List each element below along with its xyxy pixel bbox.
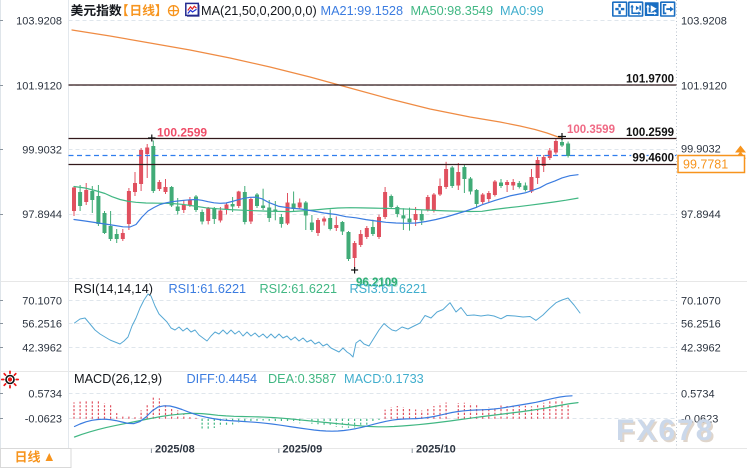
svg-text:RSI(14,14,14): RSI(14,14,14) <box>74 282 153 296</box>
svg-text:103.9208: 103.9208 <box>681 16 727 28</box>
svg-text:-0.0623: -0.0623 <box>25 414 62 426</box>
svg-text:56.2516: 56.2516 <box>681 319 721 331</box>
svg-text:2025/10: 2025/10 <box>416 444 456 456</box>
svg-text:70.1070: 70.1070 <box>22 296 62 308</box>
svg-text:DIFF:0.4454: DIFF:0.4454 <box>187 372 258 386</box>
svg-text:99.9032: 99.9032 <box>681 144 721 156</box>
svg-text:0.5734: 0.5734 <box>28 389 62 401</box>
svg-text:70.1070: 70.1070 <box>681 296 721 308</box>
svg-text:101.9120: 101.9120 <box>16 81 62 93</box>
svg-text:97.8944: 97.8944 <box>681 209 721 221</box>
svg-text:FX678: FX678 <box>616 414 714 447</box>
svg-text:MA21:99.1528: MA21:99.1528 <box>321 4 404 18</box>
svg-text:100.2599: 100.2599 <box>157 126 207 140</box>
svg-text:MA(21,50,0,200,0,0): MA(21,50,0,200,0,0) <box>201 4 317 18</box>
svg-text:0.5734: 0.5734 <box>681 389 715 401</box>
svg-text:101.9700: 101.9700 <box>626 74 674 86</box>
svg-text:MACD(26,12,9): MACD(26,12,9) <box>74 372 162 386</box>
svg-text:99.9032: 99.9032 <box>22 145 62 157</box>
svg-text:99.7781: 99.7781 <box>683 158 728 172</box>
svg-text:MA50:98.3549: MA50:98.3549 <box>411 4 494 18</box>
svg-text:RSI1:61.6221: RSI1:61.6221 <box>169 282 247 296</box>
svg-text:97.8944: 97.8944 <box>22 209 62 221</box>
svg-text:DEA:0.3587: DEA:0.3587 <box>268 372 336 386</box>
svg-text:MACD:0.1733: MACD:0.1733 <box>344 372 424 386</box>
svg-text:100.3599: 100.3599 <box>567 124 615 136</box>
svg-text:42.3962: 42.3962 <box>22 343 62 355</box>
svg-text:MA0:99: MA0:99 <box>500 4 544 18</box>
svg-text:56.2516: 56.2516 <box>22 319 62 331</box>
svg-text:2025/09: 2025/09 <box>283 444 323 456</box>
svg-text:-0.0623: -0.0623 <box>681 414 718 426</box>
svg-text:100.2599: 100.2599 <box>626 127 674 139</box>
svg-text:2025/08: 2025/08 <box>155 444 195 456</box>
svg-text:103.9208: 103.9208 <box>16 16 62 28</box>
svg-text:96.2109: 96.2109 <box>356 277 398 289</box>
svg-text:101.9120: 101.9120 <box>681 81 727 93</box>
svg-text:RSI3:61.6221: RSI3:61.6221 <box>350 282 428 296</box>
svg-text:42.3962: 42.3962 <box>681 343 721 355</box>
svg-text:99.4600: 99.4600 <box>632 153 674 165</box>
svg-text:RSI2:61.6221: RSI2:61.6221 <box>260 282 338 296</box>
